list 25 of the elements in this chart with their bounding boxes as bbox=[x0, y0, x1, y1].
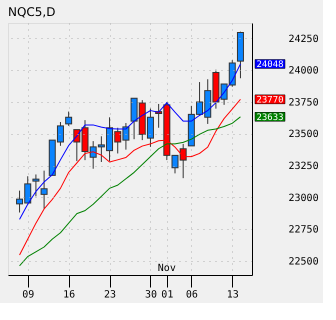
y-tick-label: 24250 bbox=[288, 34, 319, 45]
line-series bbox=[19, 98, 241, 256]
y-tick-label: 23500 bbox=[288, 129, 319, 140]
candlestick bbox=[65, 111, 72, 126]
y-tick-label: 23000 bbox=[288, 192, 319, 204]
annotation: Nov bbox=[158, 263, 176, 274]
y-tick-label: 22750 bbox=[288, 224, 319, 236]
y-tick-label: 24000 bbox=[288, 66, 319, 77]
x-tick-label: 23 bbox=[104, 290, 116, 300]
text: 23633 bbox=[256, 112, 284, 123]
x-tick-label: 16 bbox=[63, 290, 76, 300]
x-tick-label: 06 bbox=[186, 290, 198, 300]
candlestick bbox=[32, 174, 40, 197]
x-tick-label: 13 bbox=[226, 290, 239, 300]
chart-title: NQC5,D bbox=[8, 5, 56, 19]
line-series bbox=[19, 63, 241, 220]
x-tick-label: 30 bbox=[144, 290, 157, 300]
y-tick-label: 23250 bbox=[288, 161, 319, 172]
x-tick-label: 01 bbox=[161, 290, 174, 300]
y-tick-label: 22500 bbox=[288, 256, 319, 268]
text: 24048 bbox=[256, 60, 284, 70]
text: 23770 bbox=[256, 95, 284, 106]
candlestick bbox=[40, 170, 48, 210]
y-tick-label: 23750 bbox=[288, 97, 319, 108]
x-tick-label: 09 bbox=[22, 290, 34, 300]
